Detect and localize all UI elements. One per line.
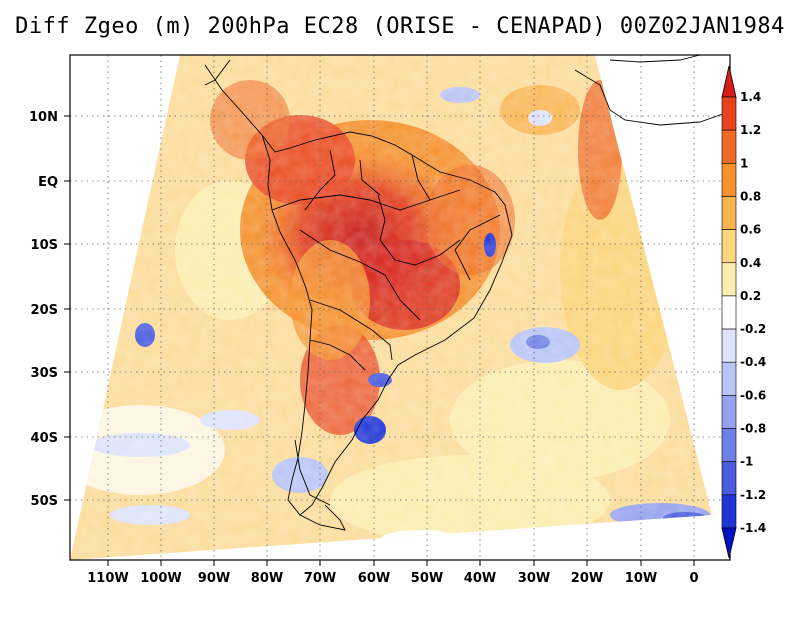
- colorbar-segment: [721, 428, 737, 462]
- colorbar-segment: [721, 395, 737, 429]
- colorbar: 1.4 1.2 1 0.8 0.6 0.4 0.2 -0.2 -0.4 -0.6 -0.8 -1 -1.…: [721, 65, 766, 559]
- lon-label: 30W: [518, 571, 550, 586]
- colorbar-label: 0.8: [740, 189, 761, 203]
- colorbar-segment: [721, 229, 737, 264]
- lon-label: 110W: [87, 571, 128, 586]
- lat-label: 10N: [29, 110, 58, 125]
- lon-label: 80W: [251, 571, 283, 586]
- colorbar-label: -0.6: [740, 388, 766, 402]
- colorbar-label: 0.4: [740, 256, 761, 270]
- colorbar-segment: [721, 196, 737, 230]
- colorbar-segment: [721, 96, 737, 131]
- lon-label: 60W: [358, 571, 390, 586]
- colorbar-label: 1: [740, 156, 748, 170]
- colorbar-label: -1: [740, 455, 753, 469]
- colorbar-label: 0.6: [740, 223, 761, 237]
- lon-label: 40W: [464, 571, 496, 586]
- lat-label: 50S: [31, 494, 58, 509]
- colorbar-label: 0.2: [740, 289, 761, 303]
- lat-label: 40S: [31, 431, 58, 446]
- lon-label: 90W: [198, 571, 230, 586]
- colorbar-segment: [721, 163, 737, 197]
- lat-label: EQ: [38, 175, 58, 190]
- plot-title: Diff Zgeo (m) 200hPa EC28 (ORISE - CENAP…: [15, 14, 785, 39]
- colorbar-label: -0.8: [740, 422, 766, 436]
- colorbar-label: -0.4: [740, 355, 766, 369]
- colorbar-label: 1.2: [740, 123, 761, 137]
- colorbar-segment: [721, 361, 737, 396]
- lon-label: 0: [689, 571, 698, 586]
- lat-label: 20S: [31, 303, 58, 318]
- longitude-labels: 110W 100W 90W 80W 70W 60W 50W 40W 30W 20…: [87, 571, 698, 586]
- colorbar-label: 1.4: [740, 90, 761, 104]
- lon-label: 70W: [304, 571, 336, 586]
- colorbar-segment: [721, 328, 737, 363]
- lon-label: 10W: [625, 571, 657, 586]
- lon-label: 50W: [411, 571, 443, 586]
- coastlines: [204, 54, 731, 531]
- colorbar-segment: [721, 129, 737, 164]
- colorbar-label: -1.2: [740, 488, 766, 502]
- colorbar-segment: [721, 295, 737, 330]
- colorbar-bottom-arrow: [721, 527, 737, 559]
- colorbar-segment: [721, 461, 737, 496]
- lat-label: 10S: [31, 238, 58, 253]
- axis-ticks: [64, 115, 695, 566]
- lon-label: 20W: [571, 571, 603, 586]
- colorbar-segment: [721, 262, 737, 297]
- colorbar-label: -1.4: [740, 521, 766, 535]
- lon-label: 100W: [140, 571, 181, 586]
- colorbar-segment: [721, 494, 737, 529]
- graticule: [70, 55, 730, 560]
- lat-label: 30S: [31, 366, 58, 381]
- latitude-labels: 10N EQ 10S 20S 30S 40S 50S: [29, 110, 58, 509]
- colorbar-label: -0.2: [740, 322, 766, 336]
